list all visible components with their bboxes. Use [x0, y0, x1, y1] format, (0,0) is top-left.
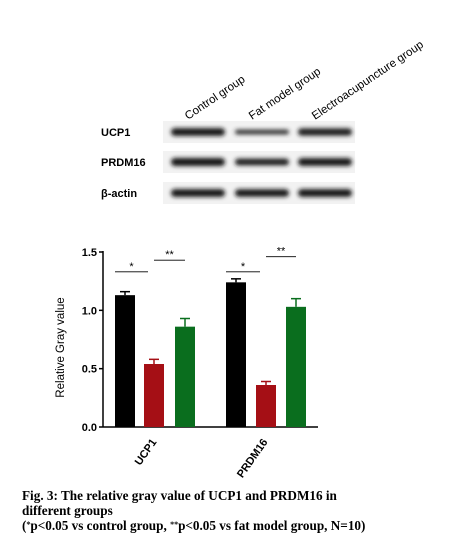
blot-column-label-electroacupuncture-group: Electroacupuncture group [310, 39, 426, 123]
blot-band [171, 158, 225, 166]
bar-series2-prdm16 [256, 385, 276, 427]
significance-label: * [241, 261, 246, 273]
western-blot: Control group Fat model groupElectroacupu… [101, 39, 426, 204]
blot-row-label-prdm16: PRDM16 [101, 157, 146, 169]
blot-row-label-actin: β-actin [101, 188, 137, 200]
blot-band [171, 128, 225, 136]
y-tick-label: 0.0 [82, 422, 97, 434]
significance-label: ** [165, 249, 174, 261]
blot-band [298, 189, 352, 197]
blot-row-label-ucp1: UCP1 [101, 127, 130, 139]
y-axis-label: Relative Gray value [55, 297, 67, 397]
bar-chart: 0.0 0.5 1.0 1.5 Relative Gray value UCP1 PRDM1… [55, 246, 318, 480]
caption-sup-1: * [26, 520, 31, 529]
y-tick-label: 1.0 [82, 305, 97, 317]
y-tick-label: 0.5 [82, 364, 97, 376]
blot-column-label-control-group: Control group [183, 74, 247, 123]
significance-label: * [129, 261, 134, 273]
bar-series1-prdm16 [226, 282, 246, 427]
bar-series2-ucp1 [144, 364, 164, 427]
figure-caption: Fig. 3: The relative gray value of UCP1 … [22, 488, 462, 533]
blot-band [298, 128, 352, 136]
blot-band [235, 129, 289, 135]
bar-series1-ucp1 [115, 295, 135, 427]
blot-band [298, 158, 352, 166]
caption-line-1: Fig. 3: The relative gray value of UCP1 … [22, 488, 337, 503]
caption-sup-2: ** [170, 520, 179, 529]
bar-series3-prdm16 [286, 306, 306, 427]
caption-line-2: different groups [22, 503, 113, 518]
caption-line-3: (*p<0.05 vs control group, **p<0.05 vs f… [22, 518, 366, 533]
bar-series3-ucp1 [175, 326, 195, 427]
y-tick-label: 1.5 [82, 247, 97, 259]
blot-band [235, 158, 289, 166]
significance-label: ** [277, 246, 286, 258]
blot-band [235, 189, 289, 197]
blot-band [171, 189, 225, 197]
x-tick-label-prdm16: PRDM16 [235, 437, 270, 480]
x-tick-label-ucp1: UCP1 [133, 437, 160, 468]
